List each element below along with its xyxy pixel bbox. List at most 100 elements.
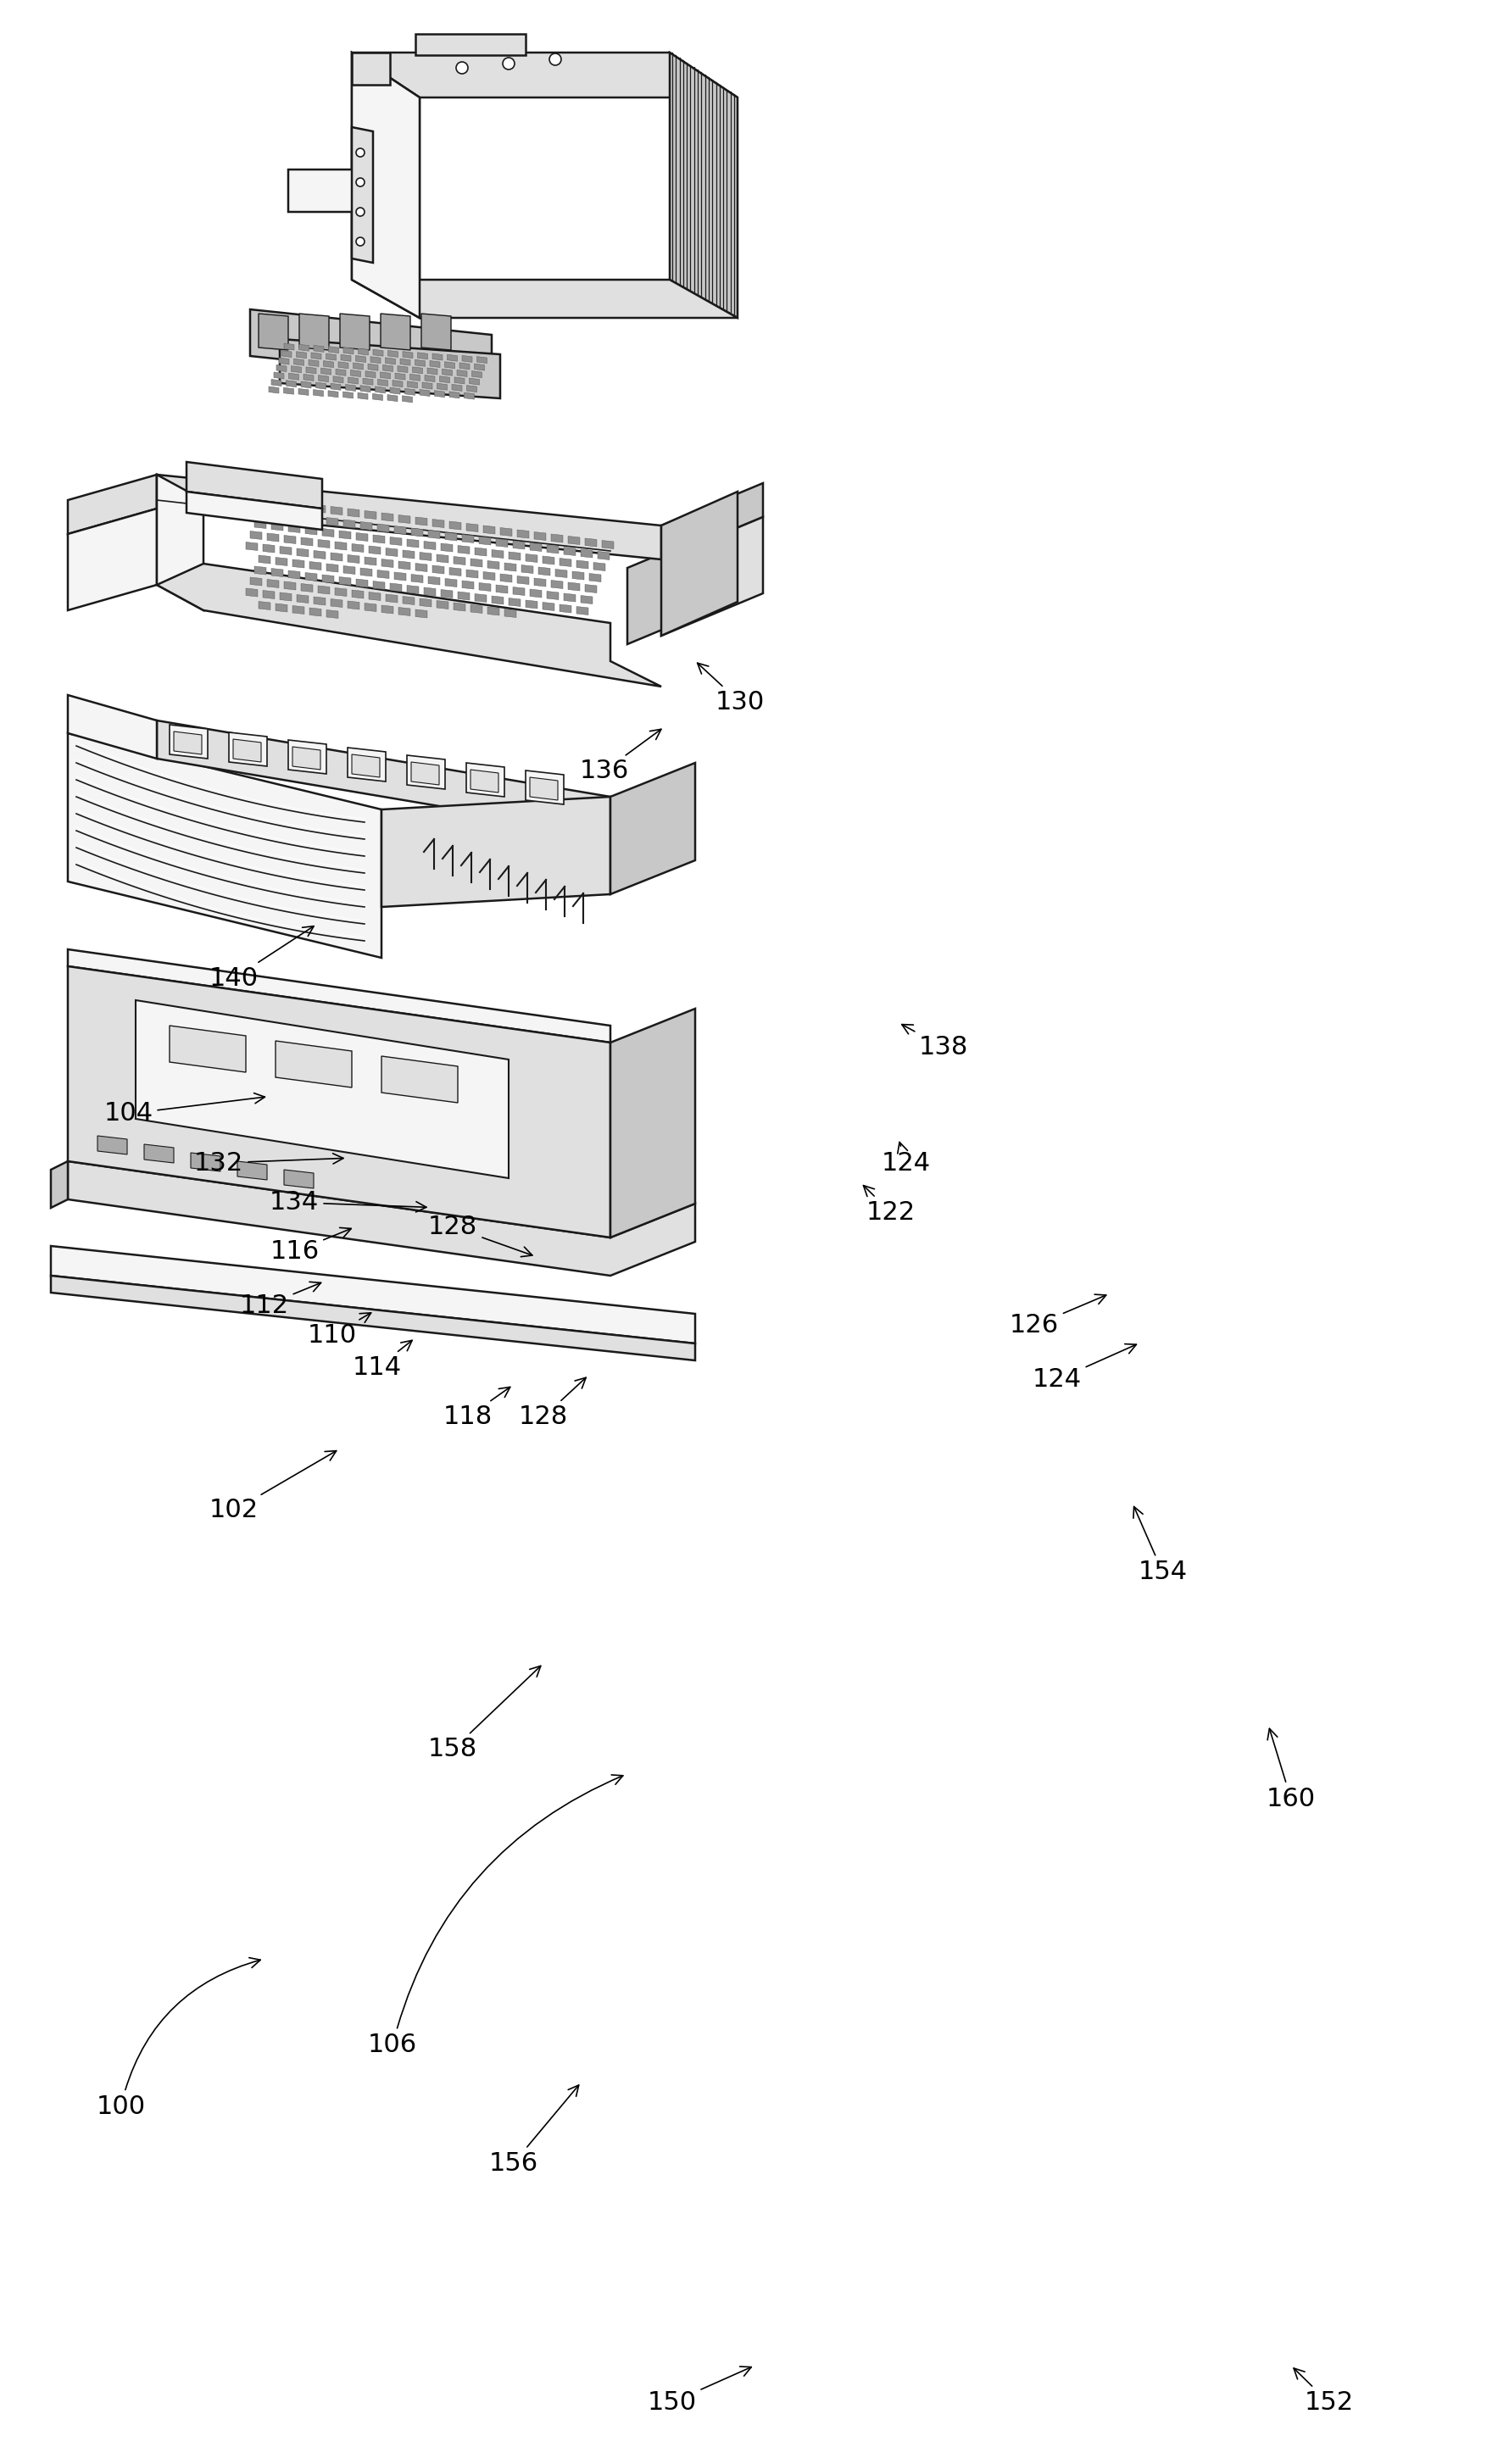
- Polygon shape: [373, 350, 383, 357]
- Polygon shape: [388, 350, 398, 357]
- Text: 154: 154: [1133, 1506, 1186, 1584]
- Polygon shape: [525, 601, 537, 609]
- Text: 136: 136: [579, 729, 661, 784]
- Polygon shape: [356, 355, 365, 362]
- Polygon shape: [321, 574, 333, 584]
- Polygon shape: [469, 377, 480, 384]
- Polygon shape: [269, 387, 279, 394]
- Polygon shape: [321, 367, 330, 375]
- Polygon shape: [389, 537, 401, 545]
- Polygon shape: [275, 557, 287, 567]
- Polygon shape: [250, 310, 492, 382]
- Text: 118: 118: [444, 1387, 510, 1429]
- Polygon shape: [429, 577, 439, 584]
- Polygon shape: [477, 357, 487, 362]
- Polygon shape: [143, 1143, 174, 1163]
- Polygon shape: [288, 525, 300, 532]
- Polygon shape: [330, 508, 343, 515]
- Polygon shape: [450, 567, 460, 577]
- Polygon shape: [450, 392, 459, 399]
- Polygon shape: [296, 352, 306, 357]
- Polygon shape: [347, 747, 385, 781]
- Polygon shape: [598, 552, 610, 559]
- Polygon shape: [279, 357, 288, 365]
- Polygon shape: [560, 559, 570, 567]
- Polygon shape: [471, 769, 498, 793]
- Polygon shape: [368, 547, 380, 554]
- Polygon shape: [284, 1170, 314, 1188]
- Polygon shape: [291, 367, 302, 372]
- Polygon shape: [174, 732, 202, 754]
- Polygon shape: [504, 609, 516, 618]
- Polygon shape: [352, 589, 364, 599]
- Polygon shape: [462, 535, 474, 542]
- Polygon shape: [530, 542, 542, 552]
- Polygon shape: [397, 365, 407, 372]
- Polygon shape: [382, 559, 394, 567]
- Text: 122: 122: [863, 1185, 914, 1225]
- Polygon shape: [190, 1153, 220, 1170]
- Polygon shape: [347, 554, 359, 564]
- Polygon shape: [305, 527, 317, 535]
- Polygon shape: [284, 582, 296, 589]
- Polygon shape: [299, 313, 329, 350]
- Polygon shape: [661, 493, 736, 636]
- Polygon shape: [436, 601, 448, 609]
- Polygon shape: [279, 547, 291, 554]
- Polygon shape: [377, 379, 388, 387]
- Polygon shape: [309, 609, 321, 616]
- Polygon shape: [483, 525, 495, 535]
- Text: 158: 158: [429, 1666, 540, 1762]
- Polygon shape: [340, 530, 350, 540]
- Polygon shape: [364, 604, 376, 611]
- Polygon shape: [353, 362, 364, 370]
- Polygon shape: [343, 520, 355, 527]
- Polygon shape: [68, 949, 610, 1042]
- Polygon shape: [330, 552, 343, 562]
- Polygon shape: [420, 552, 432, 562]
- Polygon shape: [487, 606, 499, 616]
- Polygon shape: [246, 589, 258, 596]
- Polygon shape: [593, 562, 605, 572]
- Circle shape: [456, 62, 468, 74]
- Text: 140: 140: [210, 926, 314, 991]
- Polygon shape: [459, 362, 469, 370]
- Polygon shape: [530, 776, 557, 801]
- Polygon shape: [187, 461, 321, 508]
- Polygon shape: [281, 350, 291, 357]
- Polygon shape: [340, 577, 350, 586]
- Polygon shape: [373, 582, 385, 589]
- Text: 152: 152: [1293, 2368, 1352, 2415]
- Polygon shape: [276, 365, 287, 372]
- Polygon shape: [445, 532, 457, 540]
- Polygon shape: [68, 695, 157, 759]
- Polygon shape: [388, 394, 397, 402]
- Polygon shape: [435, 389, 444, 397]
- Polygon shape: [474, 594, 486, 601]
- Polygon shape: [314, 505, 326, 513]
- Polygon shape: [382, 606, 394, 614]
- Polygon shape: [589, 574, 601, 582]
- Polygon shape: [392, 379, 403, 387]
- Polygon shape: [237, 1161, 267, 1180]
- Text: 128: 128: [429, 1215, 533, 1257]
- Polygon shape: [297, 594, 308, 604]
- Polygon shape: [358, 347, 368, 355]
- Polygon shape: [51, 1247, 694, 1343]
- Polygon shape: [314, 549, 326, 559]
- Polygon shape: [297, 549, 308, 557]
- Polygon shape: [373, 394, 383, 402]
- Polygon shape: [352, 52, 389, 84]
- Text: 138: 138: [901, 1025, 967, 1060]
- Polygon shape: [284, 535, 296, 545]
- Polygon shape: [415, 517, 427, 525]
- Polygon shape: [333, 377, 343, 382]
- Polygon shape: [250, 577, 261, 586]
- Polygon shape: [272, 522, 284, 530]
- Polygon shape: [525, 771, 563, 803]
- Polygon shape: [68, 966, 610, 1237]
- Polygon shape: [275, 510, 287, 520]
- Polygon shape: [670, 52, 736, 318]
- Polygon shape: [403, 352, 412, 357]
- Polygon shape: [361, 384, 370, 392]
